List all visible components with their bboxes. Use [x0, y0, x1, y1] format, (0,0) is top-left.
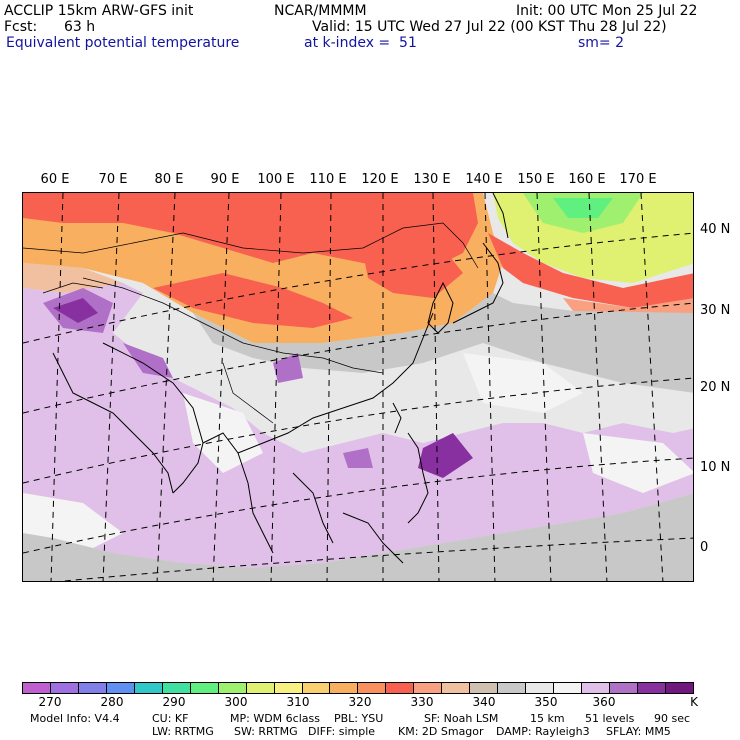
- pbl-scheme: PBL: YSU: [334, 712, 384, 725]
- colorbar-swatch: [106, 683, 135, 693]
- colorbar-swatch: [610, 683, 638, 693]
- colorbar-swatch: [386, 683, 415, 693]
- colorbar-tick: 280: [100, 695, 124, 709]
- colorbar-swatch: [302, 683, 331, 693]
- colorbar-unit: K: [690, 695, 698, 709]
- colorbar-swatch: [554, 683, 583, 693]
- colorbar-tick: 340: [472, 695, 496, 709]
- valid-time: Valid: 15 UTC Wed 27 Jul 22 (00 KST Thu …: [312, 19, 667, 35]
- lon-label: 140 E: [465, 172, 503, 187]
- colorbar-swatch: [665, 683, 693, 693]
- level-index: at k-index = 51: [304, 35, 417, 51]
- colorbar-swatch: [190, 683, 219, 693]
- colorbar-swatch: [218, 683, 247, 693]
- theta-e-field: [23, 193, 693, 581]
- damping-option: DAMP: Rayleigh3: [496, 725, 590, 738]
- lon-label: 150 E: [517, 172, 555, 187]
- cumulus-scheme: CU: KF: [152, 712, 189, 725]
- longwave-scheme: LW: RRTMG: [152, 725, 214, 738]
- shortwave-scheme: SW: RRTMG: [234, 725, 298, 738]
- colorbar-swatch: [274, 683, 303, 693]
- colorbar-swatch: [134, 683, 163, 693]
- lat-label: 20 N: [700, 380, 731, 395]
- lon-label: 100 E: [257, 172, 295, 187]
- colorbar-swatch: [162, 683, 191, 693]
- lat-label: 10 N: [700, 460, 731, 475]
- colorbar-swatch: [442, 683, 471, 693]
- colorbar-swatch: [246, 683, 275, 693]
- colorbar-swatch: [637, 683, 666, 693]
- colorbar-swatch: [23, 683, 51, 693]
- colorbar-swatch: [526, 683, 555, 693]
- colorbar-swatch: [358, 683, 387, 693]
- lat-label: 40 N: [700, 222, 731, 237]
- vertical-levels: 51 levels: [585, 712, 635, 725]
- lon-label: 110 E: [309, 172, 347, 187]
- colorbar-swatch: [78, 683, 107, 693]
- colorbar-tick: 350: [534, 695, 558, 709]
- colorbar-tick: 360: [592, 695, 616, 709]
- lon-label: 130 E: [413, 172, 451, 187]
- time-step: 90 sec: [654, 712, 691, 725]
- lat-label: 0: [700, 540, 709, 555]
- field-name: Equivalent potential temperature: [6, 35, 240, 51]
- lon-label: 80 E: [154, 172, 184, 187]
- colorbar-tick: 310: [286, 695, 310, 709]
- surface-layer-scheme: SFLAY: MM5: [606, 725, 671, 738]
- lat-label: 30 N: [700, 303, 731, 318]
- init-time: Init: 00 UTC Mon 25 Jul 22: [516, 3, 698, 19]
- colorbar-swatch: [50, 683, 79, 693]
- colorbar-tick: 320: [348, 695, 372, 709]
- forecast-hour: 63 h: [64, 19, 96, 35]
- lon-label: 90 E: [210, 172, 240, 187]
- colorbar-tick: 300: [224, 695, 248, 709]
- colorbar: [22, 682, 694, 694]
- colorbar-tick: 330: [410, 695, 434, 709]
- map-panel: [22, 192, 694, 582]
- lon-label: 120 E: [361, 172, 399, 187]
- eddy-option: KM: 2D Smagor: [398, 725, 484, 738]
- colorbar-swatch: [498, 683, 527, 693]
- lon-label: 170 E: [619, 172, 657, 187]
- colorbar-swatch: [470, 683, 499, 693]
- surface-scheme: SF: Noah LSM: [424, 712, 499, 725]
- organization: NCAR/MMMM: [274, 3, 367, 19]
- colorbar-swatch: [582, 683, 611, 693]
- model-title: ACCLIP 15km ARW-GFS init: [4, 3, 194, 19]
- colorbar-swatch: [414, 683, 443, 693]
- forecast-label: Fcst:: [4, 19, 38, 35]
- colorbar-swatch: [330, 683, 359, 693]
- grid-resolution: 15 km: [530, 712, 565, 725]
- model-info: Model Info: V4.4: [30, 712, 120, 725]
- lon-label: 70 E: [98, 172, 128, 187]
- lon-label: 60 E: [40, 172, 70, 187]
- lon-label: 160 E: [568, 172, 606, 187]
- colorbar-tick: 290: [162, 695, 186, 709]
- smoothing: sm= 2: [578, 35, 625, 51]
- colorbar-tick: 270: [38, 695, 62, 709]
- microphysics-scheme: MP: WDM 6class: [230, 712, 320, 725]
- diffusion-option: DIFF: simple: [308, 725, 376, 738]
